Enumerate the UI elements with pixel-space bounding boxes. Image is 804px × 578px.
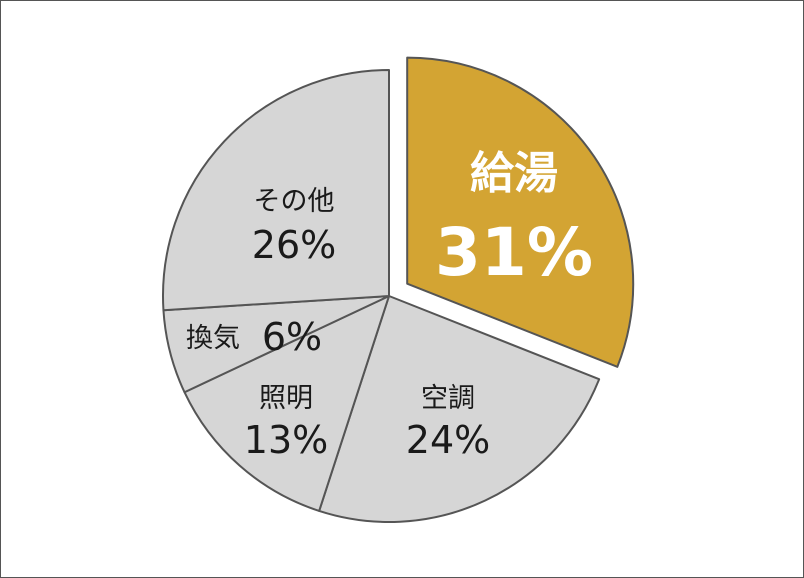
- slice-label-kucho: 空調: [421, 383, 475, 414]
- pie-slices: [162, 56, 635, 523]
- slice-value-shomei: 13%: [244, 418, 328, 462]
- slice-value-kucho: 24%: [406, 418, 490, 462]
- slice-value-kanki: 6%: [262, 315, 322, 359]
- slice-label-sonota: その他: [254, 186, 335, 217]
- slice-label-kyuto: 給湯: [470, 148, 558, 199]
- pie-slice-kucho: [318, 295, 601, 523]
- slice-label-kanki: 換気: [186, 323, 240, 354]
- slice-value-kyuto: 31%: [435, 214, 593, 291]
- pie-slice-kyuto: [406, 56, 635, 368]
- slice-value-sonota: 26%: [252, 223, 336, 267]
- pie-slice-shomei: [183, 295, 390, 512]
- slice-label-shomei: 照明: [259, 383, 313, 414]
- pie-slice-sonota: [162, 69, 390, 312]
